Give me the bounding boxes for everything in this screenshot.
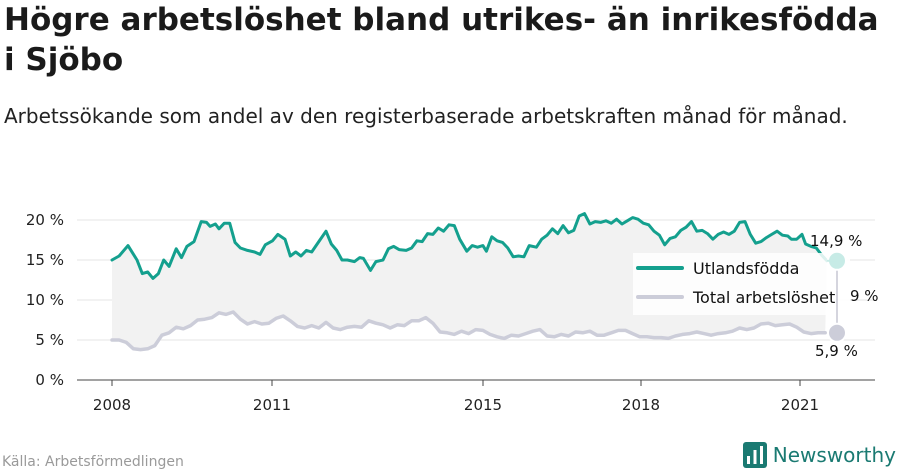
end-label-layer: 14,9 % 5,9 % 9 % <box>810 232 879 360</box>
end-label-utlandsfodda: 14,9 % <box>810 232 862 250</box>
x-tick-label: 2011 <box>253 396 291 414</box>
y-tick-label: 20 % <box>26 211 64 229</box>
source-note: Källa: Arbetsförmedlingen <box>2 454 184 470</box>
series-line-total <box>110 310 827 352</box>
brand-logo: Newsworthy <box>742 442 896 468</box>
gap-band <box>112 213 827 350</box>
x-tick-label: 2008 <box>93 396 131 414</box>
end-dot-total <box>827 322 847 343</box>
axis-layer: 0 % 5 % 10 % 15 % 20 % 2008 2011 2015 2018 2021 <box>26 211 875 414</box>
x-tick-label: 2015 <box>464 396 502 414</box>
page-subtitle: Arbetssökande som andel av den registerb… <box>4 104 848 128</box>
series-layer <box>110 212 829 352</box>
y-tick-label: 5 % <box>35 331 64 349</box>
end-label-partial: 9 % <box>850 287 879 305</box>
end-label-total: 5,9 % <box>815 342 858 360</box>
x-tick-label: 2018 <box>622 396 660 414</box>
newsworthy-logo-icon <box>742 442 767 468</box>
x-tick-label: 2021 <box>781 396 819 414</box>
page-title: Högre arbetslöshet bland utrikes- än inr… <box>4 2 879 78</box>
legend: Utlandsfödda Total arbetslöshet <box>633 253 850 315</box>
legend-label-utlandsfodda: Utlandsfödda <box>693 259 799 278</box>
brand-name: Newsworthy <box>772 443 896 467</box>
band-layer <box>112 213 827 350</box>
legend-background <box>633 253 850 315</box>
legend-label-total: Total arbetslöshet <box>692 288 835 307</box>
y-tick-label: 15 % <box>26 251 64 269</box>
y-tick-label: 10 % <box>26 291 64 309</box>
y-tick-label: 0 % <box>35 371 64 389</box>
series-line-utlandsfodda <box>110 212 829 280</box>
